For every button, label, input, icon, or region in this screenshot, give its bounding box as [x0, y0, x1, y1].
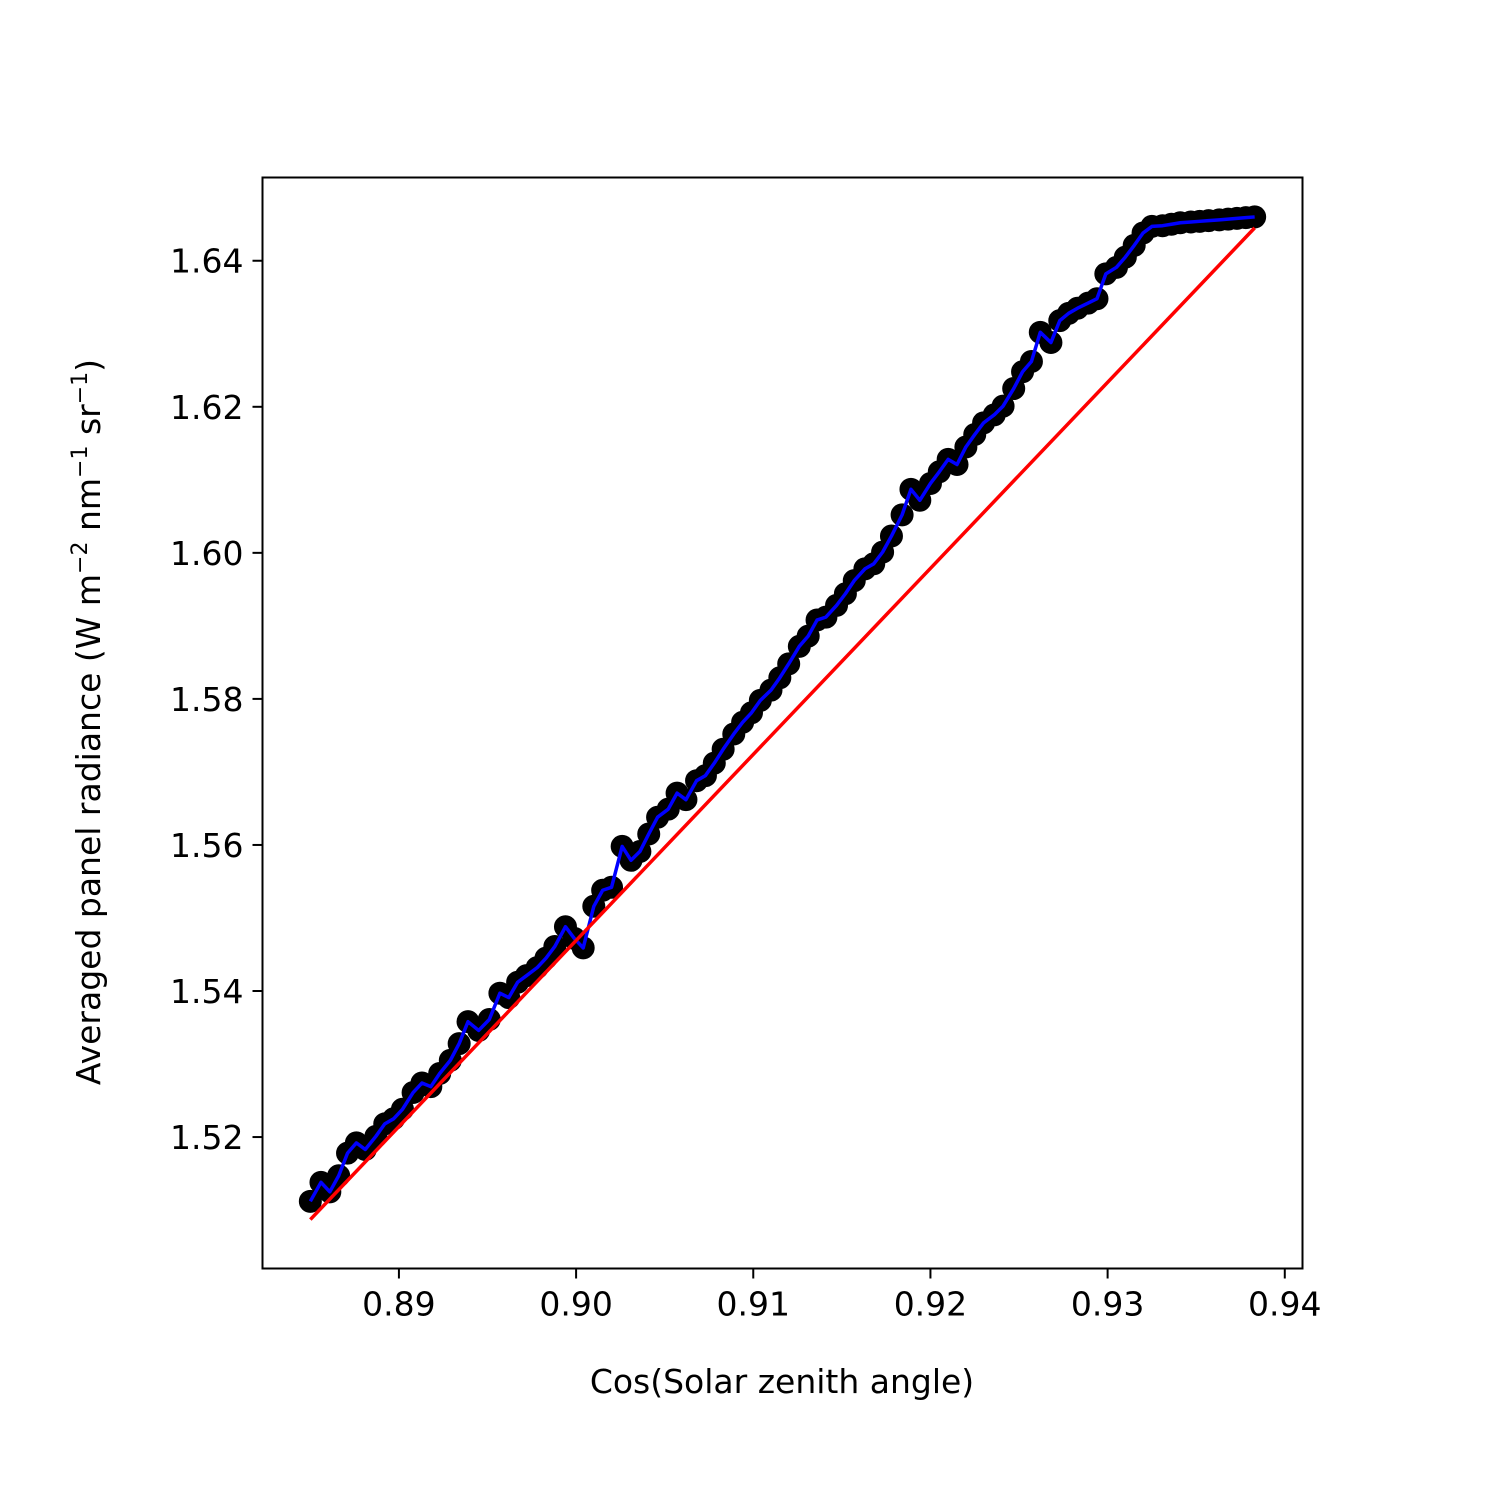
y-tick-label: 1.54	[170, 972, 243, 1011]
x-tick-label: 0.91	[717, 1285, 790, 1324]
y-tick-label: 1.64	[170, 242, 243, 281]
x-tick-label: 0.92	[894, 1285, 967, 1324]
y-axis: 1.52 1.54 1.56 1.58 1.60 1.62 1.64	[170, 242, 263, 1157]
x-tick-label: 0.94	[1248, 1285, 1321, 1324]
series-layer	[298, 205, 1267, 1221]
y-tick-label: 1.60	[170, 534, 243, 573]
y-axis-label: Averaged panel radiance (W m−2 nm−1 sr−1…	[68, 359, 108, 1085]
y-tick-label: 1.62	[170, 388, 243, 427]
x-tick-label: 0.90	[539, 1285, 612, 1324]
plot-frame	[261, 176, 1304, 1270]
fit-line	[309, 226, 1256, 1221]
x-tick-label: 0.93	[1071, 1285, 1144, 1324]
y-tick-label: 1.58	[170, 680, 243, 719]
x-tick-label: 0.89	[362, 1285, 435, 1324]
y-tick-label: 1.52	[170, 1118, 243, 1157]
x-axis: 0.89 0.90 0.91 0.92 0.93 0.94	[362, 1268, 1322, 1324]
series-line	[308, 215, 1255, 1203]
y-tick-label: 1.56	[170, 826, 243, 865]
x-axis-label: Cos(Solar zenith angle)	[590, 1362, 974, 1401]
